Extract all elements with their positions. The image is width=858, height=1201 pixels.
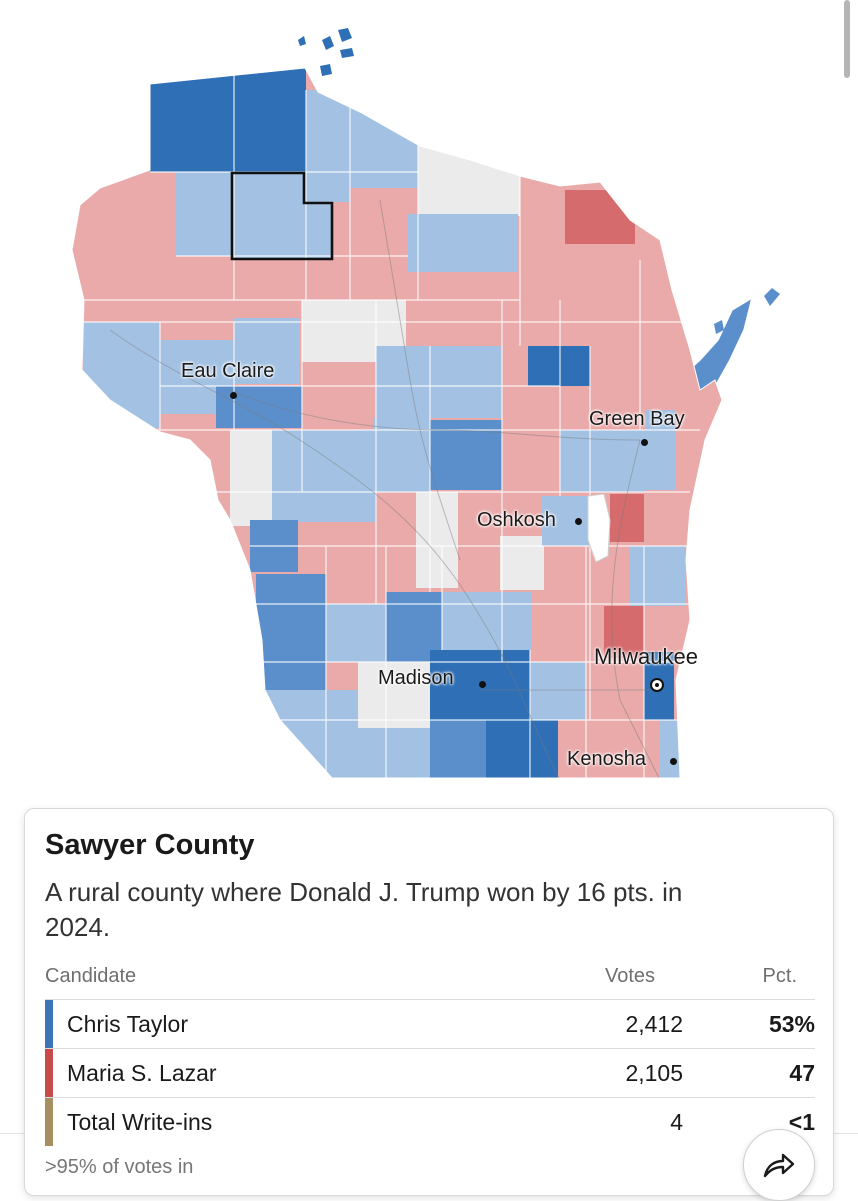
county-iowa	[358, 662, 430, 728]
city-label-green-bay: Green Bay	[589, 408, 685, 430]
county-results-card: Sawyer County A rural county where Donal…	[24, 808, 834, 1201]
county-walworth	[558, 720, 620, 778]
county-ashland	[234, 68, 306, 172]
county-grant	[260, 690, 358, 778]
apostle-island-2	[322, 36, 334, 50]
county-columbia	[442, 592, 532, 650]
county-forest	[418, 140, 520, 216]
party-color-swatch	[45, 1000, 53, 1048]
apostle-island-1	[298, 36, 306, 46]
county-washington	[604, 606, 644, 658]
county-richland	[326, 604, 386, 662]
county-adams	[416, 492, 458, 588]
peninsula-island-1	[714, 320, 724, 334]
candidate-pct: 47	[789, 1060, 815, 1086]
county-rock	[486, 720, 558, 778]
table-row: Maria S. Lazar 2,105 47	[45, 1048, 815, 1097]
party-color-swatch	[45, 1049, 53, 1097]
candidate-votes: 2,105	[625, 1060, 683, 1086]
county-bayfield	[150, 68, 234, 172]
selected-county-outline	[230, 171, 334, 261]
candidate-name: Chris Taylor	[67, 1011, 188, 1037]
county-green	[430, 720, 486, 778]
county-description: A rural county where Donald J. Trump won…	[45, 877, 683, 942]
county-crawford	[256, 574, 326, 690]
county-pepin	[230, 430, 272, 526]
county-sheboygan	[630, 546, 686, 606]
county-washburn	[176, 172, 234, 256]
county-green-lake	[500, 536, 544, 590]
city-marker-green-bay	[641, 439, 648, 446]
washington-island	[764, 288, 780, 306]
county-chippewa	[234, 318, 300, 384]
county-sawyer	[232, 173, 332, 259]
city-label-oshkosh: Oshkosh	[477, 509, 556, 531]
city-label-eau-claire: Eau Claire	[181, 360, 275, 382]
lake-winnebago	[587, 493, 611, 563]
county-portage	[430, 420, 502, 490]
county-manitowoc-inner	[610, 494, 644, 542]
city-marker-oshkosh	[575, 518, 582, 525]
share-arrow-icon	[763, 1153, 795, 1178]
candidate-pct: <1	[788, 1109, 815, 1135]
county-kewaunee	[646, 410, 676, 490]
city-label-kenosha: Kenosha	[567, 748, 646, 770]
column-header-pct: Pct.	[762, 965, 797, 987]
county-shawano	[528, 346, 590, 386]
share-button[interactable]	[743, 1129, 815, 1201]
county-kenosha	[660, 720, 690, 778]
city-marker-madison	[479, 681, 486, 688]
city-marker-kenosha	[670, 758, 677, 765]
apostle-island-5	[320, 64, 332, 76]
apostle-island-4	[340, 48, 354, 58]
county-title: Sawyer County	[45, 829, 255, 861]
county-racine	[620, 720, 660, 778]
city-label-milwaukee: Milwaukee	[594, 644, 698, 669]
county-marathon-west	[376, 346, 502, 418]
scrollbar[interactable]	[844, 0, 850, 78]
column-header-votes: Votes	[604, 965, 655, 987]
county-jefferson	[530, 662, 586, 720]
county-jackson	[272, 430, 376, 522]
wisconsin-results-map: Eau Claire Green Bay Oshkosh Madison Mil…	[71, 28, 780, 779]
column-header-candidate: Candidate	[45, 965, 137, 987]
candidate-votes: 2,412	[625, 1011, 683, 1037]
county-brown	[560, 430, 646, 492]
city-label-madison: Madison	[378, 667, 454, 689]
city-marker-milwaukee	[650, 678, 664, 692]
candidate-votes: 4	[670, 1109, 683, 1135]
table-row: Chris Taylor 2,412 53%	[45, 999, 815, 1048]
county-oneida	[408, 214, 518, 272]
county-eau-claire	[216, 386, 302, 428]
table-row: Total Write-ins 4 <1	[45, 1097, 815, 1146]
county-map	[71, 28, 780, 779]
apostle-island-3	[338, 28, 352, 42]
county-vilas	[350, 100, 418, 188]
county-waukesha	[586, 658, 644, 720]
city-marker-eau-claire	[230, 392, 237, 399]
candidate-name: Total Write-ins	[67, 1109, 213, 1135]
candidate-name: Maria S. Lazar	[67, 1060, 217, 1086]
party-color-swatch	[45, 1098, 53, 1146]
reporting-footnote: >95% of votes in	[45, 1156, 194, 1178]
county-lafayette	[358, 728, 430, 778]
county-marinette-north	[565, 190, 635, 244]
candidate-pct: 53%	[768, 1011, 815, 1037]
county-winnebago	[542, 496, 590, 546]
